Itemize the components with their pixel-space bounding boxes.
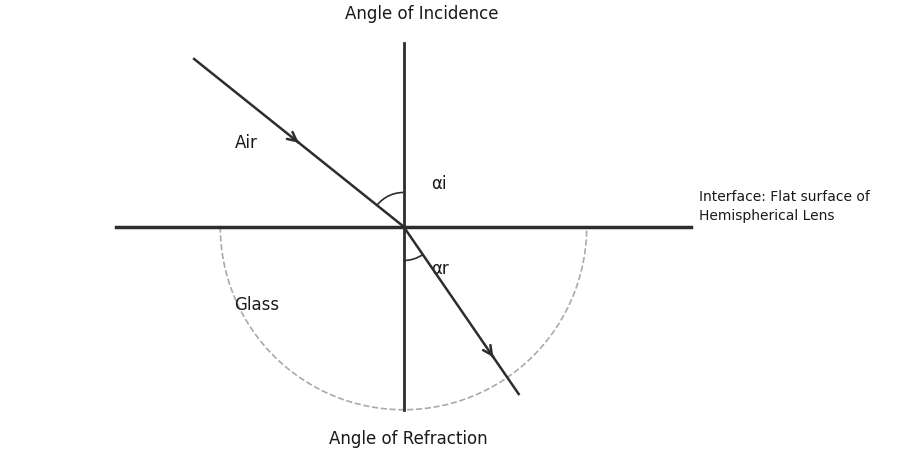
Text: αr: αr <box>431 260 448 279</box>
Text: Air: Air <box>235 134 258 152</box>
Text: Glass: Glass <box>234 296 280 314</box>
Text: αi: αi <box>431 174 446 193</box>
Text: Interface: Flat surface of
Hemispherical Lens: Interface: Flat surface of Hemispherical… <box>699 190 870 223</box>
Text: Angle of Refraction: Angle of Refraction <box>329 429 488 448</box>
Text: Angle of Incidence: Angle of Incidence <box>345 5 499 24</box>
